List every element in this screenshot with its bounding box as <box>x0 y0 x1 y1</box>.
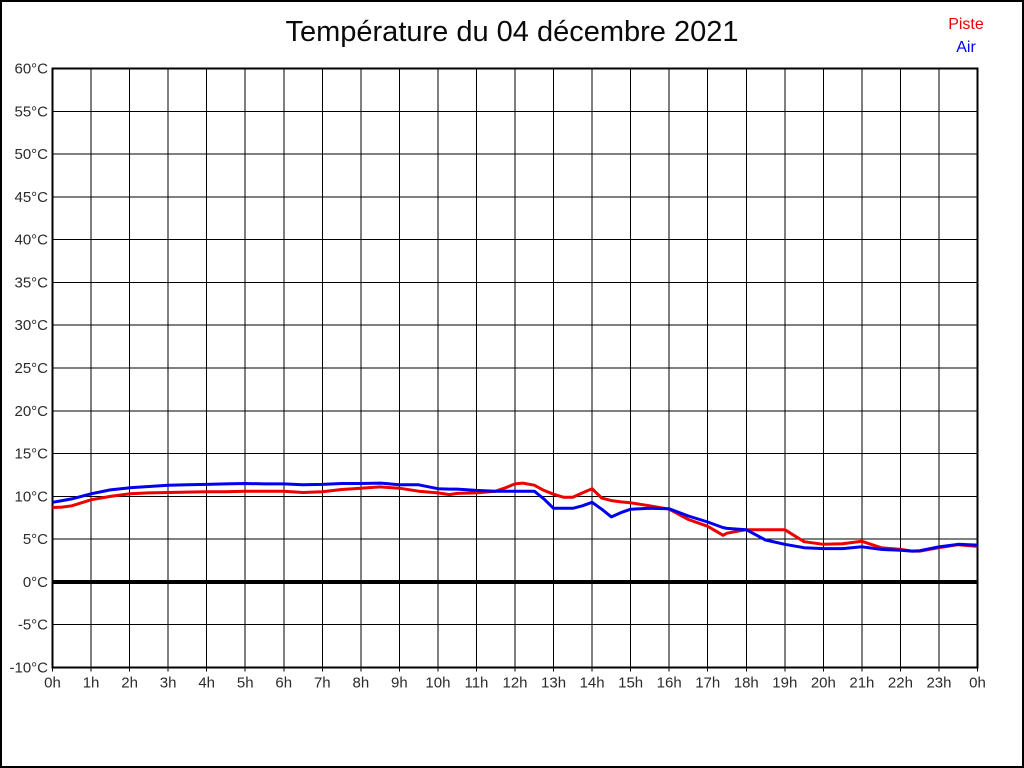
svg-text:22h: 22h <box>888 675 913 692</box>
svg-text:15°C: 15°C <box>14 446 48 463</box>
svg-text:25°C: 25°C <box>14 360 48 377</box>
svg-text:-5°C: -5°C <box>18 617 48 634</box>
svg-text:19h: 19h <box>772 675 797 692</box>
plot-border <box>51 67 979 669</box>
svg-text:16h: 16h <box>657 675 682 692</box>
series-line-air <box>52 481 978 553</box>
chart-title: Température du 04 décembre 2021 <box>285 16 739 48</box>
svg-text:12h: 12h <box>502 675 527 692</box>
series-line-piste <box>52 481 978 553</box>
svg-text:40°C: 40°C <box>14 232 48 249</box>
svg-text:13h: 13h <box>541 675 566 692</box>
svg-text:7h: 7h <box>314 675 331 692</box>
legend-item-air: Air <box>956 39 976 56</box>
svg-text:9h: 9h <box>391 675 408 692</box>
svg-text:6h: 6h <box>275 675 292 692</box>
svg-text:45°C: 45°C <box>14 189 48 206</box>
svg-text:60°C: 60°C <box>14 61 48 78</box>
svg-text:2h: 2h <box>121 675 138 692</box>
svg-text:0h: 0h <box>44 675 61 692</box>
svg-text:30°C: 30°C <box>14 317 48 334</box>
svg-text:17h: 17h <box>695 675 720 692</box>
svg-text:20°C: 20°C <box>14 403 48 420</box>
svg-text:5°C: 5°C <box>23 531 48 548</box>
svg-text:1h: 1h <box>83 675 100 692</box>
svg-text:50°C: 50°C <box>14 146 48 163</box>
svg-text:11h: 11h <box>464 675 488 692</box>
legend-item-piste: Piste <box>948 16 984 33</box>
svg-text:14h: 14h <box>580 675 605 692</box>
svg-text:-10°C: -10°C <box>9 660 48 677</box>
svg-text:10h: 10h <box>425 675 450 692</box>
x-axis-labels: 0h 1h 2h 3h 4h 5h 6h 7h 8h 9h 10h 11h 12h 13h 14h 15h 16… <box>44 675 986 692</box>
svg-text:4h: 4h <box>198 675 215 692</box>
svg-text:3h: 3h <box>160 675 177 692</box>
svg-text:23h: 23h <box>926 675 951 692</box>
svg-text:0°C: 0°C <box>23 574 48 591</box>
svg-text:8h: 8h <box>352 675 369 692</box>
svg-text:15h: 15h <box>618 675 643 692</box>
svg-text:18h: 18h <box>734 675 759 692</box>
svg-text:21h: 21h <box>849 675 874 692</box>
svg-text:55°C: 55°C <box>14 103 48 120</box>
svg-text:5h: 5h <box>237 675 254 692</box>
svg-text:10°C: 10°C <box>14 488 48 505</box>
legend: Piste Air <box>936 13 996 59</box>
svg-text:20h: 20h <box>811 675 836 692</box>
svg-text:0h: 0h <box>969 675 986 692</box>
svg-text:35°C: 35°C <box>14 274 48 291</box>
grid-lines <box>52 68 978 668</box>
y-axis-labels: 60°C 55°C 50°C 45°C 40°C 35°C 30°C 25°C 20°C 15°C… <box>9 61 48 677</box>
